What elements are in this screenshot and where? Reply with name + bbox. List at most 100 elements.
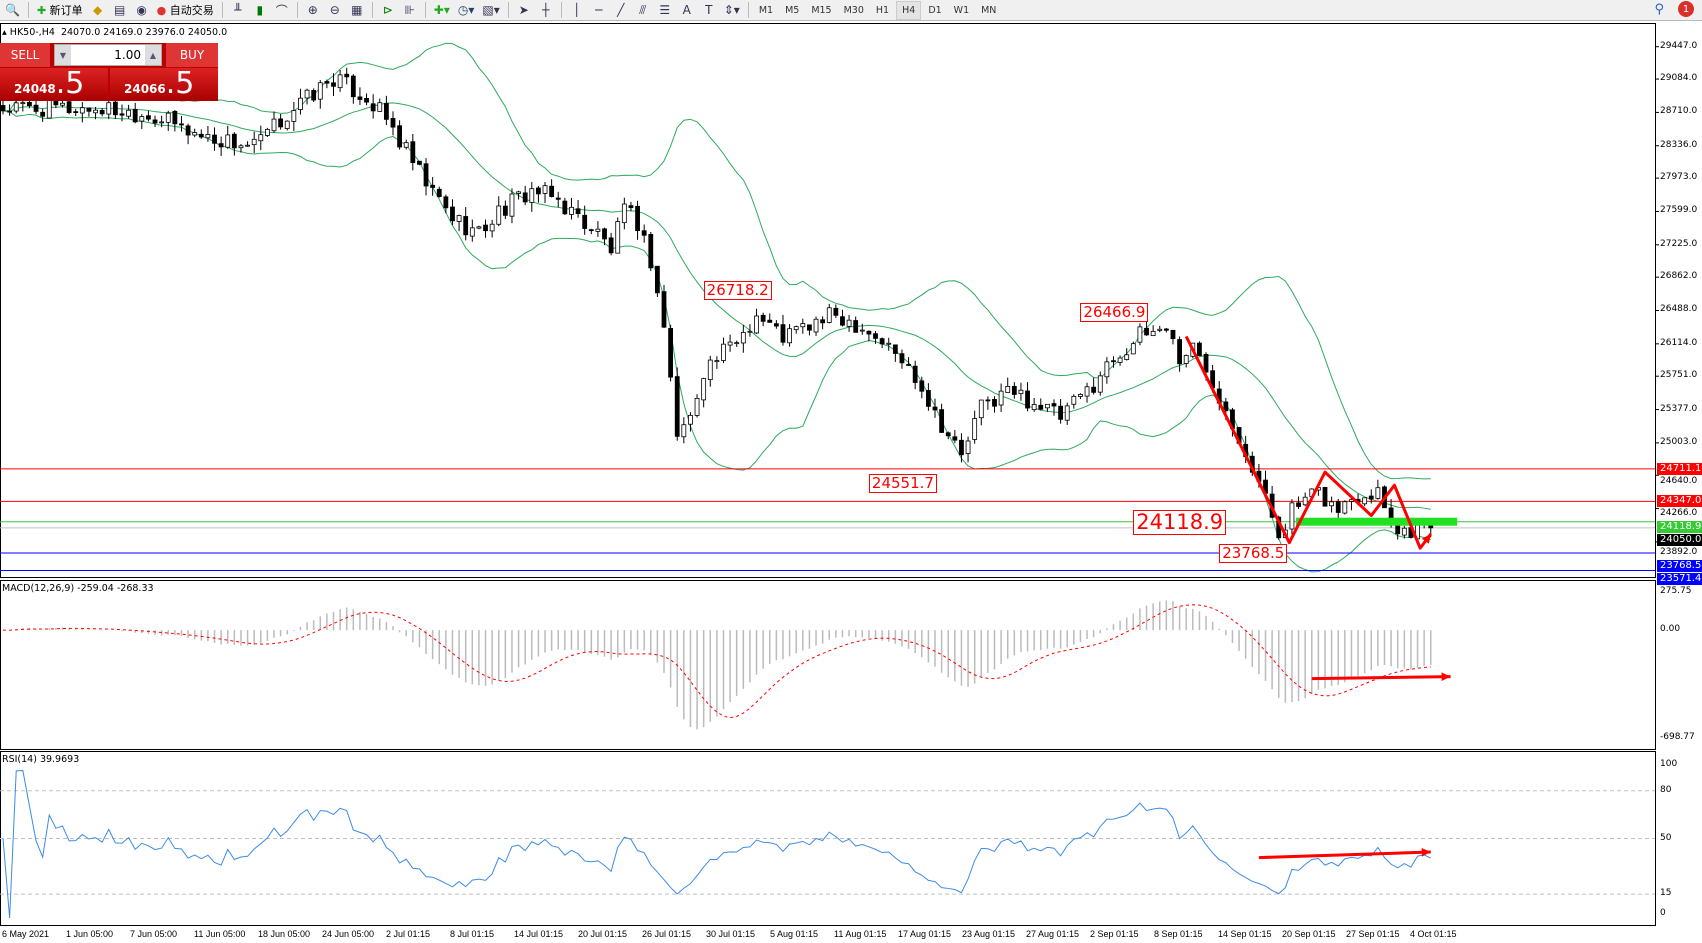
candle-bear: [331, 82, 336, 87]
zoom-icon[interactable]: 🔍: [5, 3, 20, 17]
candle-bull: [1157, 328, 1163, 331]
candle-bear: [833, 307, 839, 316]
timeframe-mn[interactable]: MN: [981, 4, 997, 16]
candle-bear: [364, 98, 369, 103]
timeframe-m30[interactable]: M30: [843, 4, 864, 16]
trendline-icon[interactable]: ╱: [617, 3, 625, 17]
expert-icon[interactable]: ◆: [93, 3, 103, 17]
candle-bear: [1322, 487, 1328, 507]
timeframe-m5[interactable]: M5: [785, 4, 800, 16]
candle-bear: [86, 107, 92, 112]
candle-bear: [1058, 405, 1063, 420]
candle-bear: [119, 113, 125, 116]
timeframe-h1[interactable]: H1: [875, 4, 890, 16]
new-order-button[interactable]: ✚ 新订单: [34, 1, 86, 20]
hline-icon[interactable]: ─: [595, 3, 603, 17]
candle-bear: [443, 196, 449, 209]
buy-button[interactable]: BUY: [166, 43, 218, 67]
navigator-icon[interactable]: ▤: [114, 3, 126, 17]
candle-bear: [1223, 401, 1229, 412]
price-axis-label: 29447.0: [1660, 40, 1698, 51]
timeframe-m15[interactable]: M15: [811, 4, 832, 16]
crosshair-icon[interactable]: ┼: [542, 3, 550, 17]
notification-badge[interactable]: 1: [1678, 1, 1694, 17]
price-axis-label: 28336.0: [1660, 139, 1698, 150]
candle-bear: [985, 399, 991, 402]
candle-chart-icon[interactable]: ▮: [256, 3, 264, 17]
candle-bull: [1289, 502, 1295, 530]
price-line-label: 23768.5: [1657, 560, 1702, 573]
auto-trading-button[interactable]: ● 自动交易: [154, 1, 217, 20]
candle-bull: [516, 191, 521, 194]
price-line-label: 24711.1: [1657, 462, 1702, 475]
sell-price-pips: .5: [55, 66, 85, 101]
candle-bull: [1044, 403, 1050, 409]
candle-bear: [436, 188, 442, 197]
candle-bear: [767, 319, 773, 323]
fibo-icon[interactable]: ⫻: [639, 2, 647, 17]
separator: [27, 2, 29, 18]
candle-bull: [245, 144, 250, 147]
text-icon[interactable]: A: [682, 3, 691, 17]
candle-bear: [1111, 360, 1116, 363]
period-icon[interactable]: ◷▾: [457, 3, 475, 17]
fibo-levels-icon[interactable]: ☰: [659, 3, 671, 17]
timeframe-m1[interactable]: M1: [758, 4, 774, 16]
chart-shift-icon[interactable]: ⊪: [404, 3, 415, 17]
cursor-icon[interactable]: ➤: [518, 3, 529, 17]
separator: [560, 2, 562, 18]
candle-bull: [317, 82, 323, 100]
candle-bear: [906, 364, 911, 366]
timeframe-w1[interactable]: W1: [953, 4, 970, 16]
lot-size-input[interactable]: [71, 48, 145, 62]
candle-bull: [621, 203, 627, 224]
arrow-icon[interactable]: ⇕▾: [723, 3, 740, 17]
candle-bull: [978, 399, 984, 419]
search-icon[interactable]: ⚲: [1654, 1, 1664, 17]
label-icon[interactable]: T: [705, 3, 713, 17]
candle-bull: [93, 109, 98, 114]
candle-bear: [1177, 339, 1182, 365]
time-axis-label: 24 Jun 05:00: [322, 929, 375, 939]
sell-button[interactable]: SELL: [0, 43, 50, 67]
candle-bear: [807, 324, 812, 331]
time-axis-label: 23 Aug 01:15: [962, 929, 1016, 939]
candle-bear: [1170, 329, 1176, 340]
zoom-out-icon[interactable]: ⊖: [329, 3, 340, 17]
candle-bull: [886, 342, 892, 345]
bar-chart-icon[interactable]: ╨: [234, 3, 242, 17]
lot-size-field: ▼ ▲: [54, 44, 162, 66]
timeframe-d1[interactable]: D1: [928, 4, 942, 16]
signal-icon[interactable]: ◉: [136, 3, 147, 17]
candle-bull: [694, 397, 700, 416]
bollinger-lower-band: [2, 110, 1431, 573]
autoscroll-icon[interactable]: ⊳: [382, 3, 393, 17]
candle-bull: [159, 121, 165, 124]
candle-bull: [1005, 385, 1011, 393]
zoom-in-icon[interactable]: ⊕: [307, 3, 318, 17]
candle-bear: [879, 338, 885, 345]
candle-bear: [668, 328, 674, 378]
time-axis-label: 17 Aug 01:15: [898, 929, 952, 939]
sell-price[interactable]: 24048.5: [0, 68, 108, 101]
time-axis-label: 4 Oct 01:15: [1410, 929, 1457, 939]
lot-decrease-icon[interactable]: ▼: [55, 45, 71, 65]
candle-bull: [225, 134, 231, 148]
separator: [424, 2, 426, 18]
candle-bear: [760, 314, 766, 322]
template-icon[interactable]: ▧▾: [482, 3, 500, 17]
lot-increase-icon[interactable]: ▲: [145, 45, 161, 65]
time-axis-label: 8 Jul 01:15: [450, 929, 495, 939]
candle-bear: [820, 319, 826, 324]
buy-price[interactable]: 24066.5: [110, 68, 218, 101]
tile-icon[interactable]: ▦: [351, 3, 363, 17]
candle-bear: [417, 160, 422, 165]
timeframe-h4[interactable]: H4: [896, 0, 922, 20]
candle-bull: [740, 332, 746, 344]
line-chart-icon[interactable]: ⌒: [275, 3, 288, 18]
indicator-add-icon[interactable]: ✚▾: [433, 3, 450, 17]
candle-bear: [582, 214, 588, 229]
candle-bull: [238, 145, 244, 149]
vline-icon[interactable]: │: [573, 3, 581, 17]
